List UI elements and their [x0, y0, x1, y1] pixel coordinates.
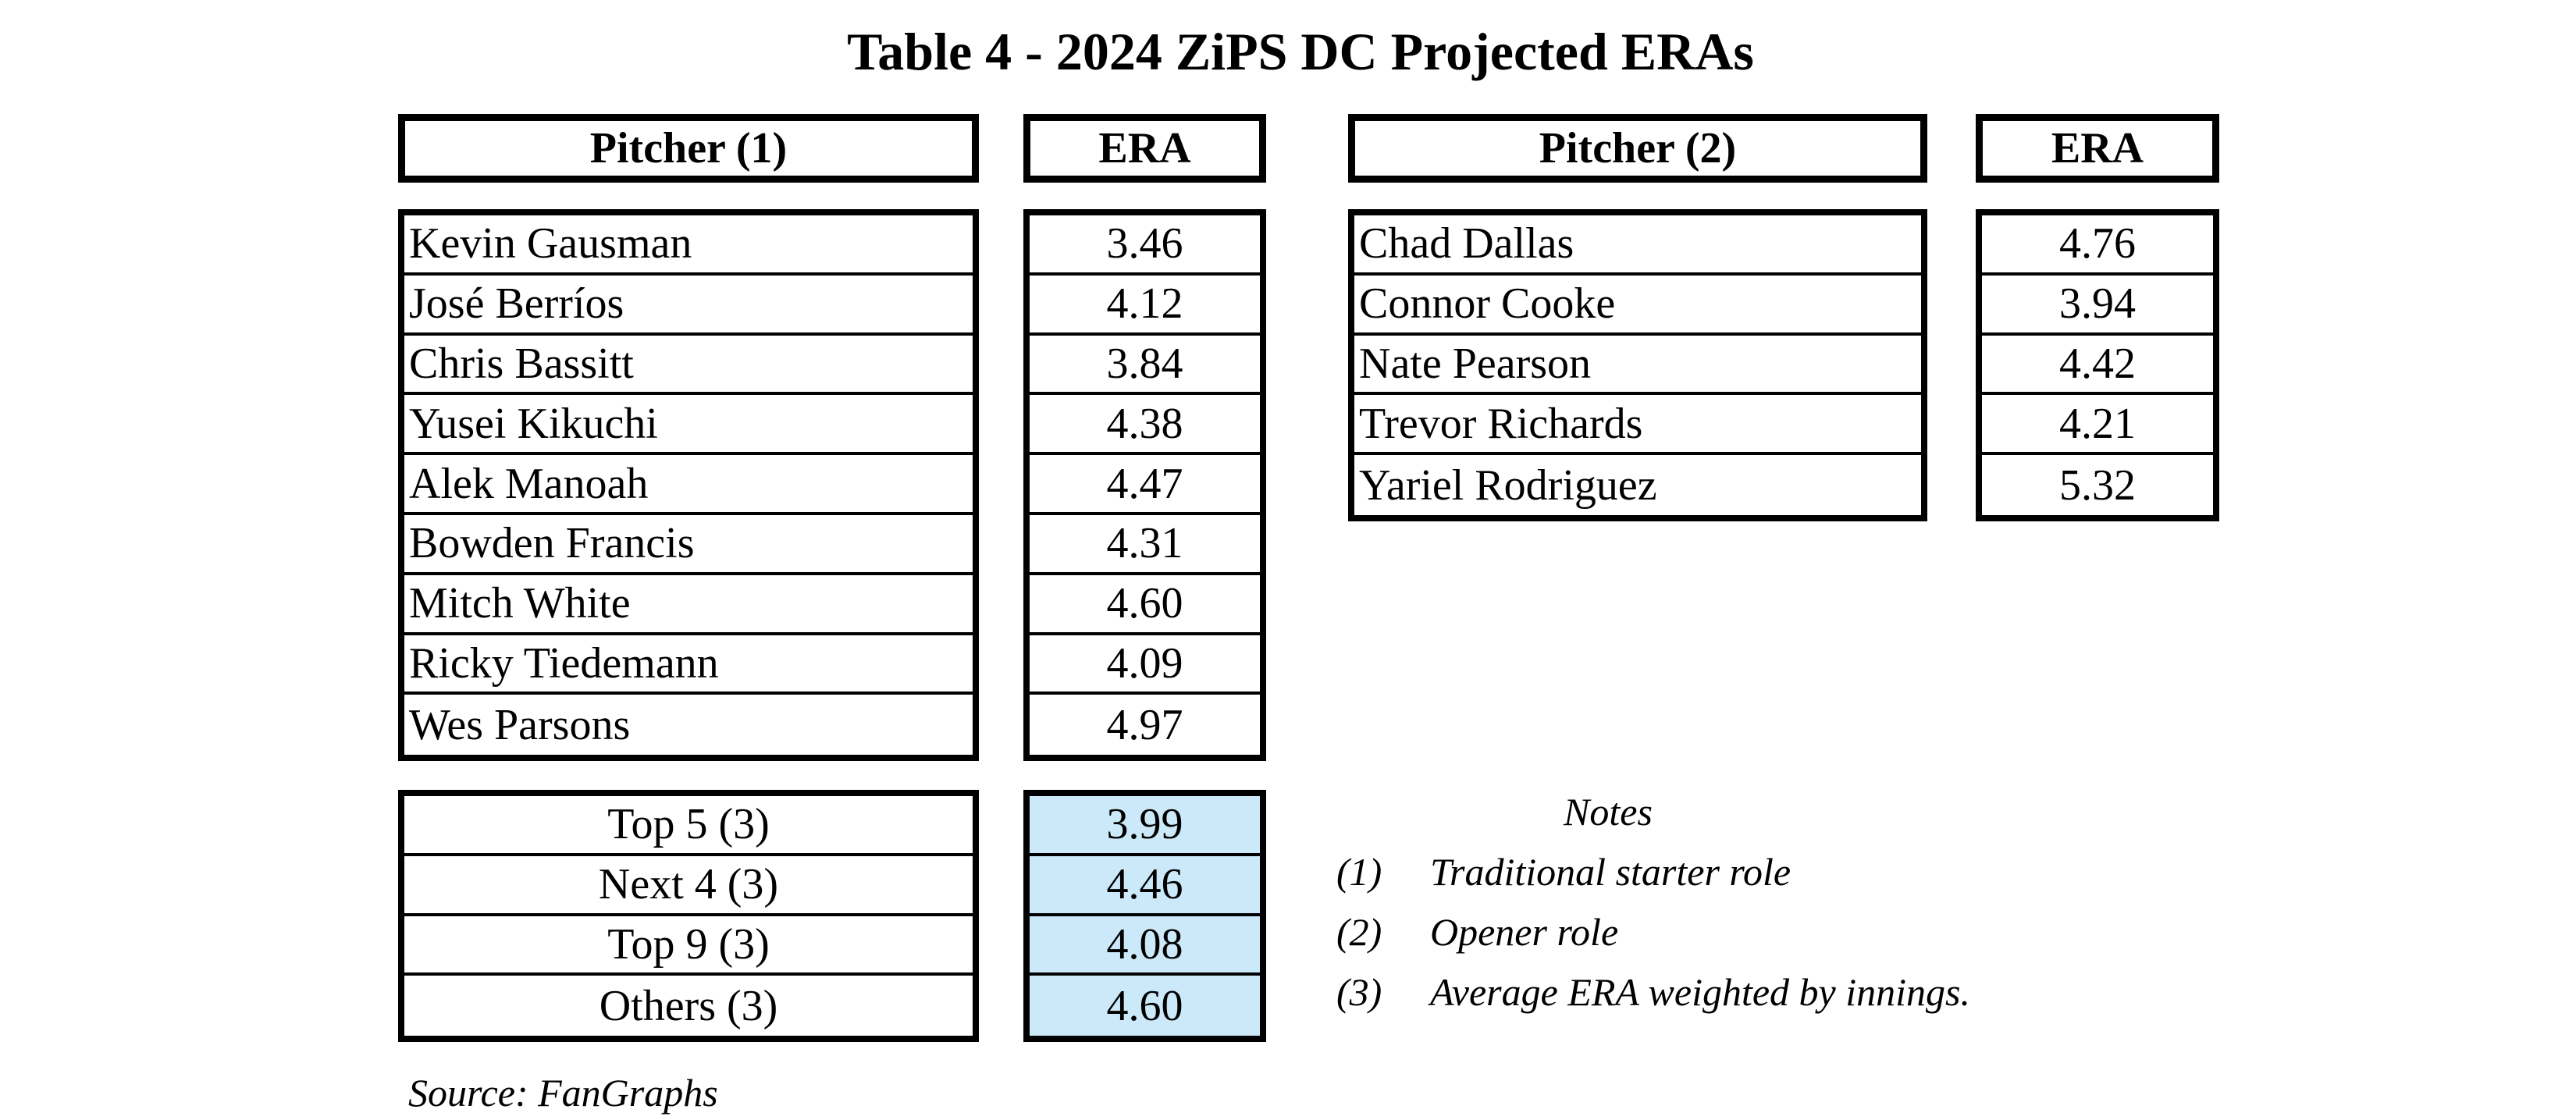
pitcher-name-cell: Chad Dallas — [1354, 215, 1921, 276]
note-item: (1) Traditional starter role — [1336, 841, 2195, 901]
era-value-cell: 4.47 — [1030, 455, 1260, 515]
summary-label-table: Top 5 (3) Next 4 (3) Top 9 (3) Others (3… — [398, 790, 979, 1043]
pitcher-name-cell: Alek Manoah — [404, 455, 973, 515]
era-value-cell: 3.46 — [1030, 215, 1260, 276]
era2-column-header: ERA — [1976, 114, 2219, 183]
pitcher1-name-table: Kevin Gausman José Berríos Chris Bassitt… — [398, 209, 979, 762]
era-value-cell: 4.42 — [1982, 336, 2213, 396]
note-marker: (3) — [1336, 969, 1382, 1014]
note-marker: (1) — [1336, 849, 1382, 894]
pitcher-name-cell: José Berríos — [404, 276, 973, 336]
pitcher-name-cell: Bowden Francis — [404, 515, 973, 575]
era-value-cell: 3.84 — [1030, 336, 1260, 396]
pitcher-name-cell: Trevor Richards — [1354, 395, 1921, 456]
pitcher-name-cell: Yusei Kikuchi — [404, 395, 973, 456]
era-value-cell: 4.09 — [1030, 635, 1260, 695]
pitcher2-name-table: Chad Dallas Connor Cooke Nate Pearson Tr… — [1348, 209, 1927, 521]
summary-era-cell: 4.08 — [1030, 916, 1260, 976]
pitcher-name-cell: Kevin Gausman — [404, 215, 973, 276]
summary-label-cell: Others (3) — [599, 981, 778, 1030]
era-value-cell: 4.76 — [1982, 215, 2213, 276]
summary-era-cell: 4.46 — [1030, 855, 1260, 916]
era-value-cell: 3.94 — [1982, 276, 2213, 336]
era-value-cell: 4.38 — [1030, 395, 1260, 456]
pitcher1-era-table: 3.46 4.12 3.84 4.38 4.47 4.31 4.60 4.09 … — [1023, 209, 1266, 762]
pitcher-name-cell: Mitch White — [404, 575, 973, 635]
note-text: Traditional starter role — [1430, 849, 1791, 894]
pitcher-name-cell: Ricky Tiedemann — [404, 635, 973, 695]
era-value-cell: 4.60 — [1030, 575, 1260, 635]
summary-era-cell: 3.99 — [1030, 796, 1260, 856]
era-value-cell: 4.97 — [1106, 700, 1183, 749]
pitcher1-column-header: Pitcher (1) — [398, 114, 979, 183]
era-value-cell: 4.31 — [1030, 515, 1260, 575]
era1-column-header: ERA — [1023, 114, 1266, 183]
pitcher-name-cell: Wes Parsons — [409, 700, 631, 749]
summary-label-cell: Top 5 (3) — [404, 796, 973, 856]
pitcher-name-cell: Nate Pearson — [1354, 336, 1921, 396]
note-text: Average ERA weighted by innings. — [1430, 969, 1970, 1014]
pitcher2-era-table: 4.76 3.94 4.42 4.21 5.32 — [1976, 209, 2219, 521]
figure-title: Table 4 - 2024 ZiPS DC Projected ERAs — [847, 21, 1754, 81]
summary-era-table: 3.99 4.46 4.08 4.60 — [1023, 790, 1266, 1043]
era-value-cell: 5.32 — [2059, 460, 2136, 510]
era-value-cell: 4.21 — [1982, 395, 2213, 456]
notes-heading: Notes — [1564, 789, 1653, 834]
note-item: (3) Average ERA weighted by innings. — [1336, 962, 2195, 1022]
era-value-cell: 4.12 — [1030, 276, 1260, 336]
summary-label-cell: Next 4 (3) — [404, 856, 973, 916]
pitcher-name-cell: Chris Bassitt — [404, 336, 973, 396]
note-marker: (2) — [1336, 909, 1382, 954]
source-caption: Source: FanGraphs — [408, 1071, 718, 1115]
summary-era-cell: 4.60 — [1030, 976, 1260, 1036]
pitcher-name-cell: Yariel Rodriguez — [1359, 460, 1657, 510]
pitcher-name-cell: Connor Cooke — [1354, 276, 1921, 336]
summary-label-cell: Top 9 (3) — [404, 916, 973, 976]
note-item: (2) Opener role — [1336, 901, 2195, 962]
note-text: Opener role — [1430, 909, 1619, 954]
pitcher2-column-header: Pitcher (2) — [1348, 114, 1927, 183]
